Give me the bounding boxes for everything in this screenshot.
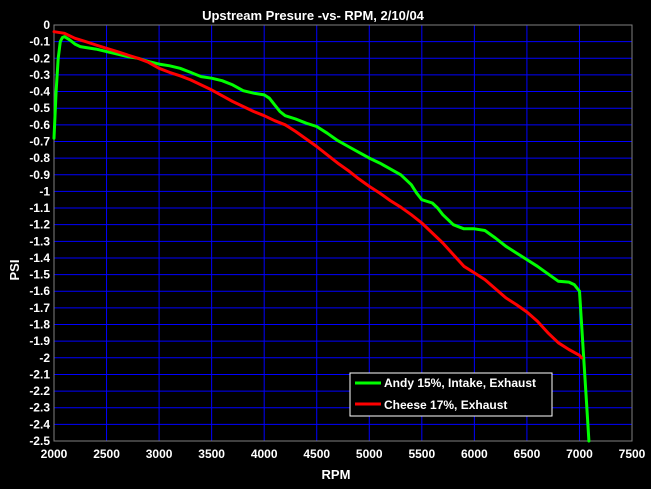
series-line-1 (52, 30, 584, 360)
plot-area (54, 25, 632, 441)
y-tick-label: -1.7 (29, 301, 50, 315)
legend-label-andy: Andy 15%, Intake, Exhaust (384, 376, 536, 390)
y-tick-label: -1.8 (29, 318, 50, 332)
x-tick-label: 7000 (566, 447, 593, 461)
y-tick-label: -1.3 (29, 234, 50, 248)
x-tick-label: 6500 (514, 447, 541, 461)
y-tick-label: -0.9 (29, 168, 50, 182)
x-tick-label: 6000 (461, 447, 488, 461)
plot-border (53, 24, 633, 442)
x-tick-label: 3000 (146, 447, 173, 461)
y-tick-label: -1.2 (29, 218, 50, 232)
x-tick-label: 5500 (408, 447, 435, 461)
grid (53, 24, 633, 442)
x-axis-label: RPM (322, 467, 351, 482)
y-tick-label: -0.4 (29, 85, 50, 99)
y-tick-label: -1 (39, 184, 50, 198)
y-tick-label: -0.6 (29, 118, 50, 132)
y-tick-label: -0.1 (29, 35, 50, 49)
y-tick-label: -2.5 (29, 434, 50, 448)
x-tick-label: 4000 (251, 447, 278, 461)
y-tick-label: -0.5 (29, 101, 50, 115)
legend: Andy 15%, Intake, Exhaust Cheese 17%, Ex… (349, 372, 553, 417)
series-layer (52, 30, 591, 443)
y-tick-label: -0.7 (29, 134, 50, 148)
series-line-0 (52, 35, 591, 443)
y-tick-label: -1.6 (29, 284, 50, 298)
y-axis-ticks: 0 -0.1 -0.2 -0.3 -0.4 -0.5 -0.6 -0.7 -0.8 -0.9 -1 -… (29, 18, 50, 448)
y-tick-label: -2.2 (29, 384, 50, 398)
y-tick-label: -2.1 (29, 367, 50, 381)
x-axis-ticks: 2000 2500 3000 3500 4000 4500 5000 5500 6000 6500… (41, 447, 646, 461)
y-tick-label: -2.4 (29, 417, 50, 431)
y-tick-label: -1.4 (29, 251, 50, 265)
y-tick-label: -0.8 (29, 151, 50, 165)
legend-box (349, 372, 553, 417)
y-tick-label: -0.2 (29, 51, 50, 65)
legend-label-cheese: Cheese 17%, Exhaust (384, 398, 507, 412)
x-tick-label: 2000 (41, 447, 68, 461)
y-tick-label: -0.3 (29, 68, 50, 82)
y-tick-label: -2 (39, 351, 50, 365)
y-tick-label: -1.9 (29, 334, 50, 348)
y-tick-label: -2.3 (29, 401, 50, 415)
y-tick-label: -1.1 (29, 201, 50, 215)
x-tick-label: 7500 (619, 447, 646, 461)
x-tick-label: 2500 (93, 447, 120, 461)
chart-title: Upstream Presure -vs- RPM, 2/10/04 (202, 8, 425, 23)
y-axis-label: PSI (7, 260, 22, 281)
x-tick-label: 5000 (356, 447, 383, 461)
y-tick-label: 0 (43, 18, 50, 32)
y-tick-label: -1.5 (29, 268, 50, 282)
x-tick-label: 3500 (198, 447, 225, 461)
x-tick-label: 4500 (303, 447, 330, 461)
